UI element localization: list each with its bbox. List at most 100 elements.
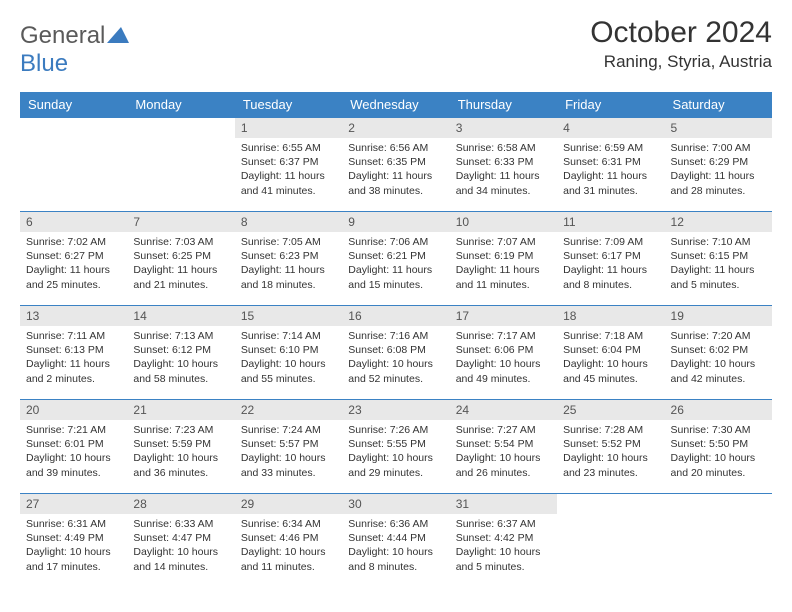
- day-data: Sunrise: 7:03 AMSunset: 6:25 PMDaylight:…: [127, 232, 234, 296]
- day-data-line: and 11 minutes.: [241, 560, 336, 574]
- day-data-line: Sunset: 6:35 PM: [348, 155, 443, 169]
- calendar-cell: 6Sunrise: 7:02 AMSunset: 6:27 PMDaylight…: [20, 212, 127, 306]
- calendar-cell: 21Sunrise: 7:23 AMSunset: 5:59 PMDayligh…: [127, 400, 234, 494]
- calendar-week-row: 20Sunrise: 7:21 AMSunset: 6:01 PMDayligh…: [20, 400, 772, 494]
- day-data-line: Sunrise: 6:55 AM: [241, 141, 336, 155]
- day-data-line: Sunset: 6:06 PM: [456, 343, 551, 357]
- day-number: 24: [450, 400, 557, 420]
- day-number: 6: [20, 212, 127, 232]
- day-data: Sunrise: 7:28 AMSunset: 5:52 PMDaylight:…: [557, 420, 664, 484]
- calendar-cell: 18Sunrise: 7:18 AMSunset: 6:04 PMDayligh…: [557, 306, 664, 400]
- day-number: 30: [342, 494, 449, 514]
- day-number: 16: [342, 306, 449, 326]
- day-data-line: Daylight: 11 hours: [348, 263, 443, 277]
- day-data: Sunrise: 7:00 AMSunset: 6:29 PMDaylight:…: [665, 138, 772, 202]
- day-data-line: Sunrise: 7:07 AM: [456, 235, 551, 249]
- day-data-line: Sunrise: 7:27 AM: [456, 423, 551, 437]
- day-data-line: Sunrise: 7:24 AM: [241, 423, 336, 437]
- day-data: Sunrise: 7:16 AMSunset: 6:08 PMDaylight:…: [342, 326, 449, 390]
- day-data-line: and 55 minutes.: [241, 372, 336, 386]
- day-data-line: Daylight: 10 hours: [671, 357, 766, 371]
- calendar-cell: 19Sunrise: 7:20 AMSunset: 6:02 PMDayligh…: [665, 306, 772, 400]
- calendar-cell: 20Sunrise: 7:21 AMSunset: 6:01 PMDayligh…: [20, 400, 127, 494]
- day-data-line: Sunset: 6:12 PM: [133, 343, 228, 357]
- day-data-line: Sunset: 4:46 PM: [241, 531, 336, 545]
- calendar-table: SundayMondayTuesdayWednesdayThursdayFrid…: [20, 92, 772, 588]
- day-data-line: and 45 minutes.: [563, 372, 658, 386]
- day-number: 7: [127, 212, 234, 232]
- day-data-line: Sunset: 6:25 PM: [133, 249, 228, 263]
- day-data: Sunrise: 7:06 AMSunset: 6:21 PMDaylight:…: [342, 232, 449, 296]
- day-data-line: Sunrise: 6:33 AM: [133, 517, 228, 531]
- day-data-line: Sunset: 4:44 PM: [348, 531, 443, 545]
- day-data: Sunrise: 7:17 AMSunset: 6:06 PMDaylight:…: [450, 326, 557, 390]
- calendar-cell: 12Sunrise: 7:10 AMSunset: 6:15 PMDayligh…: [665, 212, 772, 306]
- day-number: 29: [235, 494, 342, 514]
- day-data-line: Daylight: 11 hours: [26, 357, 121, 371]
- day-data-line: Daylight: 10 hours: [348, 545, 443, 559]
- day-data-line: and 23 minutes.: [563, 466, 658, 480]
- day-data-line: Sunset: 5:52 PM: [563, 437, 658, 451]
- day-data-line: and 52 minutes.: [348, 372, 443, 386]
- day-data-line: and 42 minutes.: [671, 372, 766, 386]
- day-number: 25: [557, 400, 664, 420]
- day-number: 14: [127, 306, 234, 326]
- day-data: Sunrise: 7:23 AMSunset: 5:59 PMDaylight:…: [127, 420, 234, 484]
- calendar-cell: 29Sunrise: 6:34 AMSunset: 4:46 PMDayligh…: [235, 494, 342, 588]
- calendar-cell: [665, 494, 772, 588]
- day-data: Sunrise: 7:26 AMSunset: 5:55 PMDaylight:…: [342, 420, 449, 484]
- day-data-line: Daylight: 10 hours: [456, 357, 551, 371]
- day-data-line: Daylight: 10 hours: [456, 451, 551, 465]
- calendar-cell: 14Sunrise: 7:13 AMSunset: 6:12 PMDayligh…: [127, 306, 234, 400]
- day-data-line: and 2 minutes.: [26, 372, 121, 386]
- day-number: 5: [665, 118, 772, 138]
- day-data-line: Sunset: 6:31 PM: [563, 155, 658, 169]
- day-data-line: Daylight: 11 hours: [348, 169, 443, 183]
- calendar-week-row: 1Sunrise: 6:55 AMSunset: 6:37 PMDaylight…: [20, 118, 772, 212]
- weekday-header: Tuesday: [235, 92, 342, 118]
- day-data-line: Daylight: 11 hours: [133, 263, 228, 277]
- day-number: 23: [342, 400, 449, 420]
- calendar-cell: 16Sunrise: 7:16 AMSunset: 6:08 PMDayligh…: [342, 306, 449, 400]
- day-data: Sunrise: 7:10 AMSunset: 6:15 PMDaylight:…: [665, 232, 772, 296]
- day-data-line: and 28 minutes.: [671, 184, 766, 198]
- day-data-line: Sunrise: 6:56 AM: [348, 141, 443, 155]
- calendar-cell: 22Sunrise: 7:24 AMSunset: 5:57 PMDayligh…: [235, 400, 342, 494]
- day-data: Sunrise: 7:14 AMSunset: 6:10 PMDaylight:…: [235, 326, 342, 390]
- day-data-line: Sunrise: 7:00 AM: [671, 141, 766, 155]
- day-number: 27: [20, 494, 127, 514]
- day-data-line: Sunset: 6:37 PM: [241, 155, 336, 169]
- calendar-cell: 15Sunrise: 7:14 AMSunset: 6:10 PMDayligh…: [235, 306, 342, 400]
- day-data: Sunrise: 7:13 AMSunset: 6:12 PMDaylight:…: [127, 326, 234, 390]
- day-data-line: Sunset: 5:54 PM: [456, 437, 551, 451]
- day-data-line: Sunset: 6:21 PM: [348, 249, 443, 263]
- day-data-line: Daylight: 10 hours: [563, 451, 658, 465]
- day-data-line: and 39 minutes.: [26, 466, 121, 480]
- title-block: October 2024 Raning, Styria, Austria: [590, 16, 772, 72]
- day-data-line: Sunrise: 7:10 AM: [671, 235, 766, 249]
- day-data-line: Sunrise: 6:58 AM: [456, 141, 551, 155]
- day-data-line: and 21 minutes.: [133, 278, 228, 292]
- day-number: 2: [342, 118, 449, 138]
- day-data-line: Sunset: 6:04 PM: [563, 343, 658, 357]
- day-number: 18: [557, 306, 664, 326]
- calendar-cell: 24 Sunrise: 7:27 AMSunset: 5:54 PMDayligh…: [450, 400, 557, 494]
- day-data: Sunrise: 6:59 AMSunset: 6:31 PMDaylight:…: [557, 138, 664, 202]
- day-data-line: Sunrise: 7:13 AM: [133, 329, 228, 343]
- day-data-line: and 34 minutes.: [456, 184, 551, 198]
- day-number: 3: [450, 118, 557, 138]
- day-data: Sunrise: 7:09 AMSunset: 6:17 PMDaylight:…: [557, 232, 664, 296]
- calendar-week-row: 6Sunrise: 7:02 AMSunset: 6:27 PMDaylight…: [20, 212, 772, 306]
- calendar-cell: 26Sunrise: 7:30 AMSunset: 5:50 PMDayligh…: [665, 400, 772, 494]
- day-data-line: and 38 minutes.: [348, 184, 443, 198]
- calendar-cell: 23Sunrise: 7:26 AMSunset: 5:55 PMDayligh…: [342, 400, 449, 494]
- day-data-line: Sunset: 6:10 PM: [241, 343, 336, 357]
- day-data: Sunrise: 7:20 AMSunset: 6:02 PMDaylight:…: [665, 326, 772, 390]
- day-number: 28: [127, 494, 234, 514]
- day-number: 12: [665, 212, 772, 232]
- calendar-cell: 1Sunrise: 6:55 AMSunset: 6:37 PMDaylight…: [235, 118, 342, 212]
- day-data-line: Sunset: 5:57 PM: [241, 437, 336, 451]
- day-data-line: Sunrise: 6:31 AM: [26, 517, 121, 531]
- calendar-cell: 25Sunrise: 7:28 AMSunset: 5:52 PMDayligh…: [557, 400, 664, 494]
- day-data-line: Sunset: 5:59 PM: [133, 437, 228, 451]
